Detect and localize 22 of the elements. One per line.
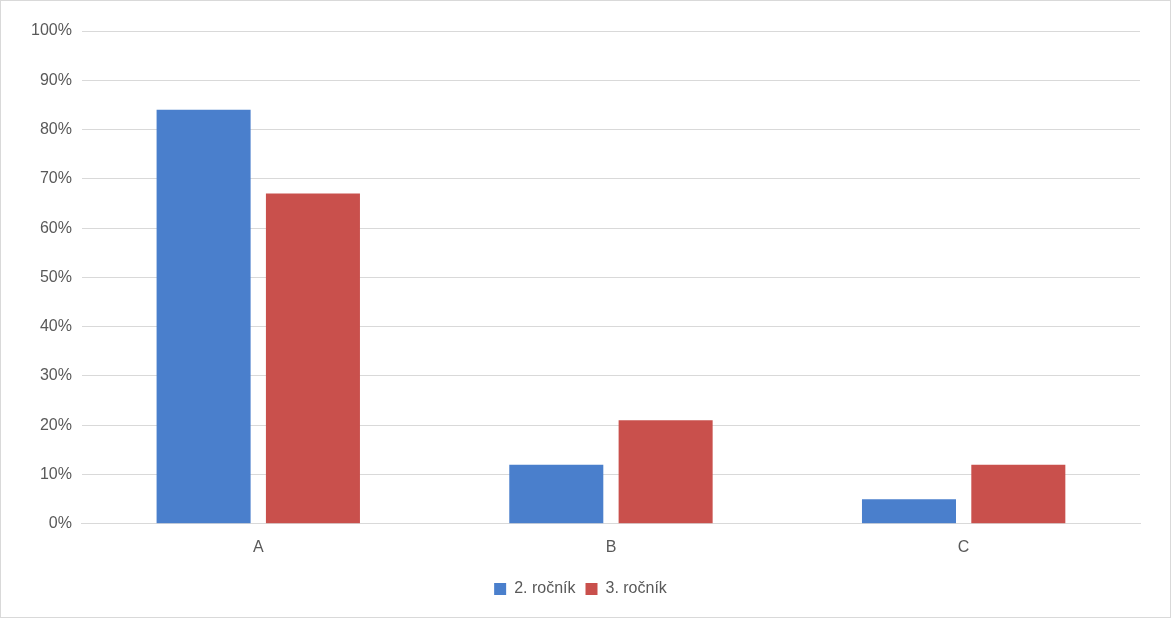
y-tick-label: 90% xyxy=(39,70,72,88)
legend-label: 2. ročník xyxy=(514,579,577,597)
x-tick-label: C xyxy=(957,537,970,555)
y-tick-label: 100% xyxy=(31,21,72,39)
y-tick-label: 60% xyxy=(39,218,72,236)
x-tick-label: A xyxy=(252,537,264,555)
legend-label: 3. ročník xyxy=(605,579,668,597)
y-tick-label: 50% xyxy=(39,267,72,285)
bar xyxy=(618,420,713,524)
y-tick-label: 10% xyxy=(39,464,72,482)
y-tick-label: 30% xyxy=(39,366,72,384)
bar xyxy=(265,193,360,524)
y-tick-label: 40% xyxy=(39,317,72,335)
y-tick-label: 80% xyxy=(39,119,72,137)
y-tick-label: 20% xyxy=(39,415,72,433)
bar xyxy=(861,499,956,524)
bar xyxy=(156,109,251,524)
bar xyxy=(509,464,604,524)
y-tick-label: 0% xyxy=(48,514,72,532)
x-tick-label: B xyxy=(605,537,617,555)
y-tick-label: 70% xyxy=(39,169,72,187)
bar xyxy=(971,464,1066,524)
